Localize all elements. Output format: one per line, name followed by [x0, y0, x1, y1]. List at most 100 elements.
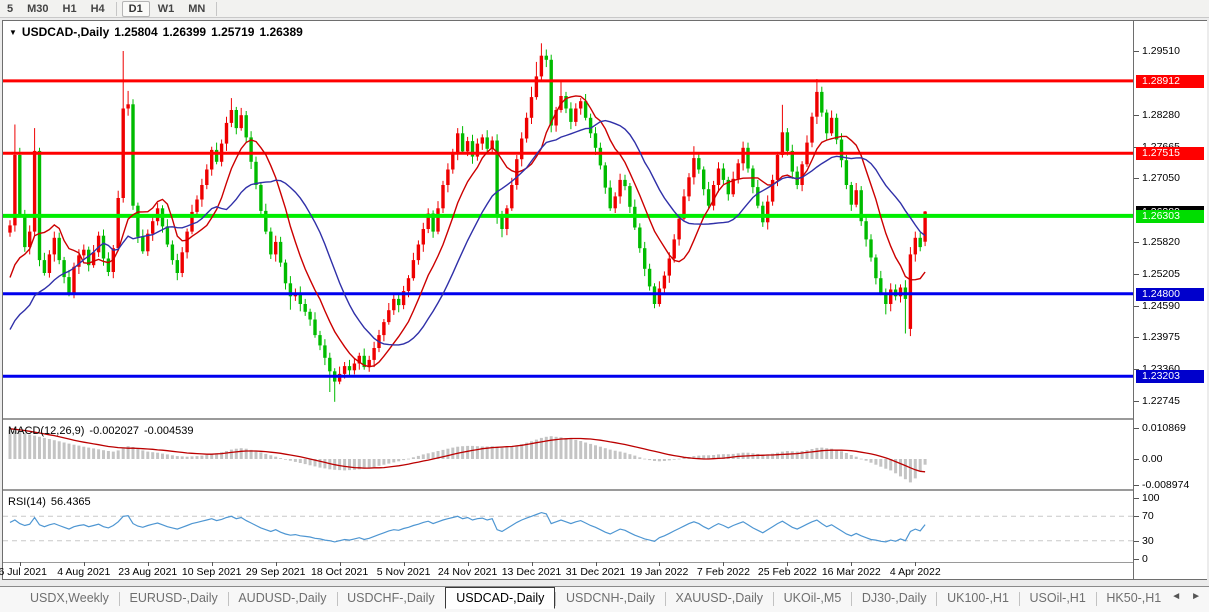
price-axis[interactable]: 1.295101.282801.276651.270501.258201.252… — [1133, 21, 1207, 579]
rsi-tick-label: 100 — [1142, 492, 1160, 504]
tab-separator — [1095, 592, 1097, 606]
chart-title: ▼ USDCAD-,Daily 1.25804 1.26399 1.25719 … — [9, 25, 303, 39]
macd-panel[interactable]: MACD(12,26,9) -0.002027 -0.004539 — [3, 422, 1133, 491]
time-axis-tick — [211, 562, 213, 566]
axis-tick-mark — [1134, 369, 1139, 371]
tab-dj30-daily[interactable]: DJ30-,Daily — [861, 591, 927, 605]
main-chart-panel[interactable]: ▼ USDCAD-,Daily 1.25804 1.26399 1.25719 … — [3, 21, 1133, 420]
toolbar-separator — [216, 1, 218, 16]
rsi-tick-label: 70 — [1142, 510, 1154, 523]
price-tick-label: 1.23975 — [1142, 331, 1180, 344]
tab-eurusd-daily[interactable]: EURUSD-,Daily — [129, 591, 218, 605]
tab-audusd-daily[interactable]: AUDUSD-,Daily — [238, 591, 327, 605]
rsi-tick-label: 0 — [1142, 553, 1148, 565]
chart-dropdown-icon[interactable]: ▼ — [9, 27, 17, 37]
time-axis-tick — [403, 562, 405, 566]
tab-xauusd-daily[interactable]: XAUUSD-,Daily — [675, 591, 764, 605]
tab-separator — [444, 592, 446, 606]
tab-separator — [773, 592, 774, 606]
date-label: 5 Nov 2021 — [376, 566, 431, 578]
date-label: 23 Aug 2021 — [118, 566, 178, 578]
axis-tick-mark — [1134, 273, 1139, 275]
tab-separator — [851, 592, 852, 606]
date-label: 7 Feb 2022 — [696, 566, 750, 578]
rsi-panel[interactable]: RSI(14) 56.4365 — [3, 493, 1133, 563]
price-tick-label: 1.22745 — [1142, 395, 1180, 407]
timeframe-button-m5[interactable]: 5 — [7, 2, 14, 15]
tab-hk50-h1[interactable]: HK50-,H1 — [1106, 591, 1162, 605]
timeframe-button-h1[interactable]: H1 — [62, 2, 77, 15]
date-label: 29 Sep 2021 — [245, 566, 306, 578]
axis-tick-mark — [1134, 241, 1139, 243]
rsi-tick-label: 30 — [1142, 534, 1154, 547]
axis-tick-mark — [1134, 498, 1139, 499]
time-axis-tick — [147, 562, 149, 566]
plot-area: ▼ USDCAD-,Daily 1.25804 1.26399 1.25719 … — [0, 21, 1133, 579]
ohlc-low: 1.25719 — [211, 25, 255, 39]
time-axis-tick — [851, 562, 853, 566]
rsi-chart-canvas[interactable] — [3, 493, 1133, 562]
tabs-scroll-left-icon[interactable]: ◄ — [1171, 591, 1182, 602]
tab-separator — [227, 592, 229, 606]
tab-usdx-weekly[interactable]: USDX,Weekly — [29, 591, 109, 605]
macd-signal-value: -0.004539 — [143, 425, 194, 437]
time-axis-tick — [915, 562, 917, 566]
tabs-scroll-right-icon[interactable]: ► — [1191, 591, 1202, 602]
tab-ukoil-m5[interactable]: UKOil-,M5 — [783, 591, 842, 605]
macd-chart-canvas[interactable] — [3, 422, 1133, 489]
axis-tick-mark — [1134, 559, 1139, 560]
date-label: 31 Dec 2021 — [565, 566, 626, 578]
tab-usoil-h1[interactable]: USOil-,H1 — [1029, 591, 1086, 605]
date-label: 10 Sep 2021 — [181, 566, 242, 578]
tab-usdcnh-daily[interactable]: USDCNH-,Daily — [566, 591, 655, 605]
date-label: 13 Dec 2021 — [501, 566, 562, 578]
timeframe-button-m30[interactable]: M30 — [27, 2, 49, 15]
date-label: 24 Nov 2021 — [437, 566, 498, 578]
tab-separator — [555, 592, 557, 606]
time-axis-tick — [275, 562, 277, 566]
macd-tick-label: 0.00 — [1142, 453, 1163, 465]
time-axis-tick — [19, 562, 21, 566]
symbol-tab-bar: USDX,Weekly EURUSD-,Daily AUDUSD-,Daily USD… — [0, 586, 1209, 612]
timeframe-button-d1[interactable]: D1 — [121, 0, 150, 17]
tab-uk100-h1[interactable]: UK100-,H1 — [947, 591, 1009, 605]
axis-tick-mark — [1134, 540, 1139, 542]
price-tick-label: 1.28280 — [1142, 108, 1180, 121]
date-label: 16 Mar 2022 — [821, 566, 881, 578]
axis-tick-mark — [1134, 114, 1139, 116]
timeframe-toolbar: 5 M30 H1 H4 D1 W1 MN — [0, 0, 1209, 18]
tab-separator — [1018, 592, 1020, 606]
tab-separator — [118, 592, 120, 606]
price-tick-label: 1.24590 — [1142, 299, 1180, 312]
date-label: 18 Oct 2021 — [310, 566, 369, 578]
candlestick-chart-canvas[interactable] — [3, 21, 1133, 418]
rsi-value: 56.4365 — [50, 496, 91, 508]
axis-tick-mark — [1134, 305, 1139, 307]
date-label: 4 Apr 2022 — [889, 566, 941, 578]
date-label: 16 Jul 2021 — [0, 566, 47, 578]
axis-tick-mark — [1134, 337, 1139, 339]
tab-separator — [664, 592, 666, 606]
chart-window: ▼ USDCAD-,Daily 1.25804 1.26399 1.25719 … — [0, 20, 1207, 580]
price-level-badge: 1.27515 — [1136, 147, 1204, 161]
tab-usdchf-daily[interactable]: USDCHF-,Daily — [347, 591, 435, 605]
axis-tick-mark — [1134, 401, 1139, 402]
price-level-badge: 1.26303 — [1136, 209, 1204, 223]
tab-usdcad-daily[interactable]: USDCAD-,Daily — [445, 587, 556, 609]
macd-main-value: -0.002027 — [89, 425, 139, 437]
time-axis-tick — [723, 562, 725, 566]
price-tick-label: 1.25820 — [1142, 235, 1180, 248]
timeframe-button-w1[interactable]: W1 — [157, 2, 175, 15]
axis-tick-mark — [1134, 516, 1139, 518]
macd-label: MACD(12,26,9) -0.002027 -0.004539 — [8, 425, 194, 437]
axis-tick-mark — [1134, 459, 1139, 460]
timeframe-button-h4[interactable]: H4 — [90, 2, 105, 15]
time-axis-tick — [787, 562, 789, 566]
axis-tick-mark — [1134, 178, 1139, 180]
time-axis-tick — [659, 562, 661, 566]
axis-tick-mark — [1134, 146, 1139, 148]
axis-tick-mark — [1134, 51, 1139, 52]
price-level-badge: 1.28912 — [1136, 74, 1204, 88]
timeframe-button-mn[interactable]: MN — [188, 2, 206, 15]
